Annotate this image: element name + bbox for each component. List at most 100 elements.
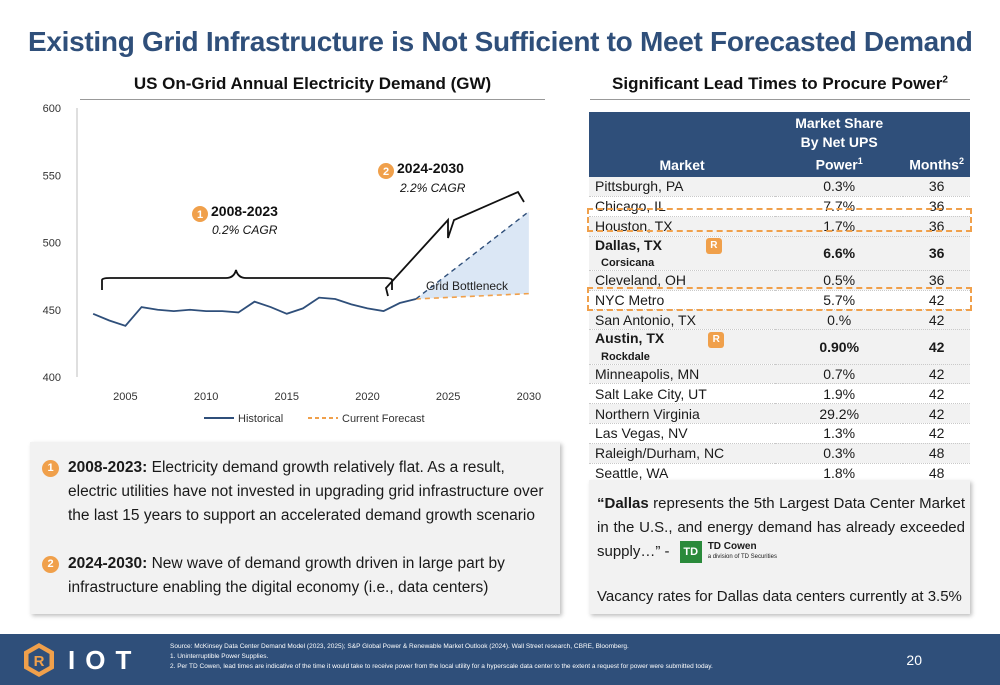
table-row: Salt Lake City, UT 1.9% 42 <box>589 383 970 405</box>
number-badge-2-icon <box>378 163 394 179</box>
riot-logo-text: IOT <box>68 645 142 675</box>
number-badge-2: 2 <box>42 556 59 573</box>
footer-bar: R IOT Source: McKinsey Data Center Deman… <box>0 634 1000 685</box>
historical-series-line <box>92 296 417 327</box>
lead-times-body: Pittsburgh, PA 0.3% 36 Chicago, IL 7.7% 36 Hou… <box>589 176 970 523</box>
cell-market: Pittsburgh, PA <box>589 176 776 197</box>
required-demand-line <box>415 211 530 300</box>
number-badge-1: 1 <box>42 460 59 477</box>
number-badge-2-text: 2 <box>383 166 389 178</box>
cell-market: Chicago, IL <box>589 196 776 217</box>
lead-times-rule <box>590 99 970 100</box>
key-point-1-heading: 2008-2023: <box>68 459 148 476</box>
vacancy-note: Vacancy rates for Dallas data centers cu… <box>597 588 962 605</box>
cell-months: 42 <box>903 423 970 444</box>
cell-share: 1.3% <box>775 423 904 444</box>
table-header-row: Market Market Share By Net UPS Power1 Mon… <box>589 112 970 177</box>
x-tick-label: 2010 <box>194 391 218 403</box>
chart-title: US On-Grid Annual Electricity Demand (GW… <box>133 74 492 93</box>
table-row: Northern Virginia 29.2% 42 <box>589 403 970 424</box>
x-tick-label: 2025 <box>436 391 460 403</box>
x-tick-label: 2030 <box>517 391 541 403</box>
table-row: Houston, TX 1.7% 36 <box>589 216 970 237</box>
cell-months: 36 <box>903 176 970 197</box>
footnote-1: 1. Uninterruptible Power Supplies. <box>170 653 269 660</box>
header-market: Market <box>589 112 776 177</box>
key-point-2-text: New wave of demand growth driven in larg… <box>68 555 505 596</box>
table-row: Las Vegas, NV 1.3% 42 <box>589 423 970 444</box>
cell-market: NYC Metro <box>589 290 776 311</box>
key-point-1-text: Electricity demand growth relatively fla… <box>68 459 544 524</box>
riot-logo-icon: R <box>24 643 54 677</box>
cell-share: 1.7% <box>775 216 904 237</box>
riot-site-label: Rockdale <box>601 350 650 363</box>
cell-share: 29.2% <box>775 403 904 424</box>
period-1-cagr: 0.2% CAGR <box>212 223 278 237</box>
lead-times-title: Significant Lead Times to Procure Power2 <box>612 74 948 93</box>
x-tick-label: 2005 <box>113 391 137 403</box>
brace-2024-2030 <box>385 190 525 297</box>
y-tick-label: 550 <box>43 170 61 182</box>
key-point-1: 1 2008-2023: Electricity demand growth r… <box>42 456 547 528</box>
table-row: Austin, TX RRockdale 0.90% 42 <box>589 329 970 365</box>
cell-share: 0.90% <box>775 329 904 365</box>
x-tick-label: 2020 <box>355 391 379 403</box>
cell-market: Minneapolis, MN <box>589 364 776 385</box>
chart-title-rule <box>80 99 545 100</box>
table-row: Dallas, TX RCorsicana 6.6% 36 <box>589 236 970 271</box>
number-badge-1-icon <box>192 206 208 222</box>
key-points-panel: 1 2008-2023: Electricity demand growth r… <box>30 442 560 614</box>
demand-line-chart: 400 450 500 550 600 2005 2010 2015 2020 2025 2030 G… <box>43 103 541 425</box>
cell-months: 48 <box>903 443 970 464</box>
cell-market: Las Vegas, NV <box>589 423 776 444</box>
period-2-label: 2024-2030 <box>397 160 464 176</box>
quote-text: represents the 5th Largest Data Center M… <box>597 495 965 560</box>
cell-share: 0.3% <box>775 443 904 464</box>
cell-share: 0.7% <box>775 364 904 385</box>
cell-share: 7.7% <box>775 196 904 217</box>
cell-share: 0.% <box>775 309 904 331</box>
brace-2008-2023 <box>101 269 393 290</box>
period-2-cagr: 2.2% CAGR <box>399 181 466 195</box>
y-tick-label: 450 <box>43 305 61 317</box>
table-row: Minneapolis, MN 0.7% 42 <box>589 364 970 385</box>
cell-market: Northern Virginia <box>589 403 776 424</box>
key-point-2-heading: 2024-2030: <box>68 555 148 572</box>
table-row: Pittsburgh, PA 0.3% 36 <box>589 176 970 197</box>
riot-site-label: Corsicana <box>601 257 655 270</box>
table-row: NYC Metro 5.7% 42 <box>589 290 970 311</box>
footnotes: Source: McKinsey Data Center Demand Mode… <box>170 642 713 672</box>
table-row: Cleveland, OH 0.5% 36 <box>589 270 970 291</box>
cell-share: 0.5% <box>775 270 904 291</box>
y-tick-label: 400 <box>43 372 61 384</box>
cell-market: Austin, TX RRockdale <box>589 329 776 365</box>
y-tick-label: 500 <box>43 238 61 250</box>
footnote-2: 2. Per TD Cowen, lead times are indicati… <box>170 663 713 670</box>
current-forecast-line <box>415 292 529 300</box>
legend-historical-label: Historical <box>238 413 283 425</box>
quote-open-mark: “ <box>597 495 605 512</box>
svg-text:R: R <box>34 653 45 670</box>
cell-months: 36 <box>903 270 970 291</box>
quote-panel: “Dallas represents the 5th Largest Data … <box>589 480 970 614</box>
grid-bottleneck-label: Grid Bottleneck <box>426 279 509 293</box>
cell-market: Cleveland, OH <box>589 270 776 291</box>
td-cowen-quote: “Dallas represents the 5th Largest Data … <box>597 492 965 564</box>
cell-market: Raleigh/Durham, NC <box>589 443 776 464</box>
slide-title: Existing Grid Infrastructure is Not Suff… <box>28 26 973 57</box>
key-point-2: 2 2024-2030: New wave of demand growth d… <box>42 552 547 600</box>
cell-months: 36 <box>903 196 970 217</box>
period-1-label: 2008-2023 <box>211 203 278 219</box>
header-months: Months2 <box>903 112 970 177</box>
cell-share: 5.7% <box>775 290 904 311</box>
cell-months: 42 <box>903 364 970 385</box>
number-badge-1-text: 1 <box>197 209 203 221</box>
cell-market: Dallas, TX RCorsicana <box>589 236 776 271</box>
x-tick-label: 2015 <box>275 391 299 403</box>
cell-market: Salt Lake City, UT <box>589 383 776 405</box>
table-row: Chicago, IL 7.7% 36 <box>589 196 970 217</box>
table-row: Raleigh/Durham, NC 0.3% 48 <box>589 443 970 464</box>
quote-bold-dallas: Dallas <box>604 495 649 512</box>
cell-share: 1.9% <box>775 383 904 405</box>
table-row: San Antonio, TX 0.% 42 <box>589 309 970 331</box>
